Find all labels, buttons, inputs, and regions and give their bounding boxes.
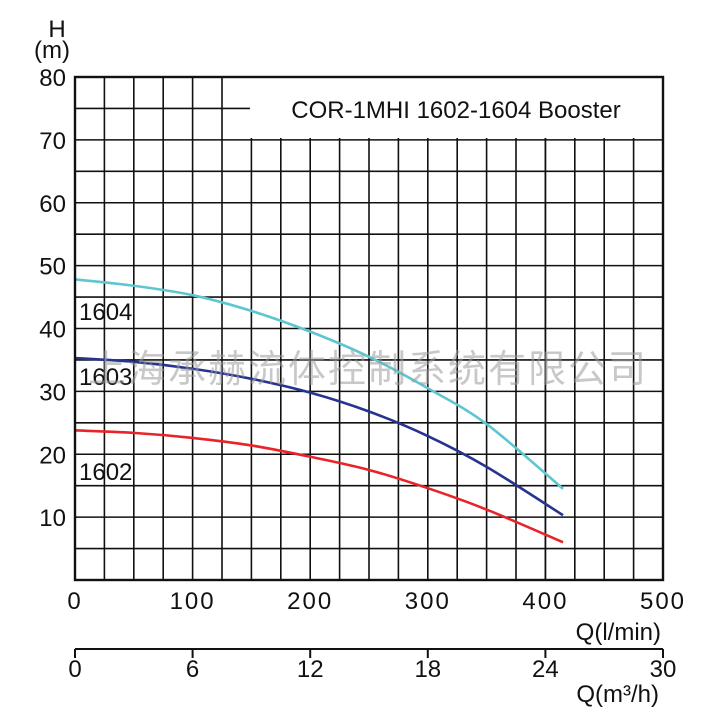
x-axis-label: Q(l/min) [576,619,661,646]
series-curve-1602 [74,429,564,544]
y-tick-label: 30 [39,379,66,406]
y-tick-label: 60 [39,191,66,218]
series-label-1602: 1602 [79,459,132,486]
secondary-x-tick-label: 0 [68,656,81,683]
y-tick-label: 50 [39,254,66,281]
x-tick-label: 400 [522,588,568,615]
x-tick-label: 0 [67,588,82,615]
series-curve-1603 [74,356,564,517]
secondary-x-tick-label: 12 [297,656,324,683]
chart-title: COR-1MHI 1602-1604 Booster [291,97,620,124]
x-axis-ticks: 0 100 200 300 400 500 [67,588,686,615]
watermark: 上海承赫流体控制系统有限公司 [88,349,648,391]
series-curve-1604 [74,278,564,490]
y-tick-label: 80 [39,65,66,92]
grid [75,77,663,580]
secondary-x-tick-label: 6 [186,656,199,683]
y-axis-label-h: H [48,16,65,43]
secondary-x-tick-label: 24 [532,656,559,683]
y-axis-label-unit: (m) [34,37,70,64]
plot-frame [73,75,665,582]
secondary-x-axis-label: Q(m³/h) [576,681,659,708]
y-tick-label: 10 [39,505,66,532]
secondary-x-tick-label: 18 [414,656,441,683]
y-tick-label: 20 [39,442,66,469]
series-labels: 1604 1603 1602 [79,299,132,486]
x-tick-label: 300 [405,588,451,615]
y-tick-label: 40 [39,317,66,344]
secondary-x-tick-label: 30 [650,656,677,683]
series-label-1603: 1603 [79,364,132,391]
title-box [250,80,662,138]
curves [74,278,564,544]
y-tick-label: 70 [39,128,66,155]
x-tick-label: 100 [170,588,216,615]
x-tick-label: 200 [287,588,333,615]
y-axis-ticks: 80 70 60 50 40 30 20 10 [39,65,66,532]
series-label-1604: 1604 [79,299,132,326]
secondary-x-axis-ticks: 0 6 12 18 24 30 [68,649,676,683]
x-tick-label: 500 [640,588,686,615]
